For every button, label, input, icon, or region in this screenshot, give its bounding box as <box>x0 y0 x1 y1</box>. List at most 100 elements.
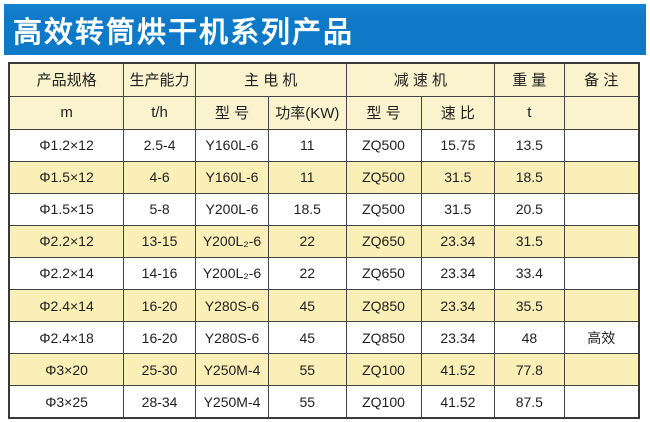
table-cell <box>563 224 640 258</box>
table-cell: ZQ500 <box>345 192 422 226</box>
table-cell: Φ1.5×15 <box>8 192 125 226</box>
table-cell: 35.5 <box>494 289 565 323</box>
table-cell: 4-6 <box>123 160 196 194</box>
table-cell <box>563 160 640 194</box>
table-cell: 41.52 <box>420 353 496 387</box>
table-cell: 22 <box>268 256 347 291</box>
table-row: Φ2.2×12 13-15 Y200L₂-6 22 ZQ650 23.34 31.5 <box>8 224 640 258</box>
table-cell: ZQ850 <box>345 289 422 323</box>
table-cell: Φ2.4×18 <box>8 321 125 355</box>
table-cell <box>563 385 640 419</box>
table-cell: 11 <box>268 128 347 162</box>
table-cell: 41.52 <box>420 385 496 419</box>
table-cell: 23.34 <box>420 256 496 291</box>
header-remarks: 备 注 <box>563 62 640 97</box>
table-cell: Y200L-6 <box>194 192 270 226</box>
table-cell <box>563 128 640 162</box>
table-cell <box>563 192 640 226</box>
title-banner: 高效转筒烘干机系列产品 <box>4 4 646 55</box>
page-title: 高效转筒烘干机系列产品 <box>13 16 355 49</box>
table-cell: 87.5 <box>494 385 565 419</box>
table-cell: 13.5 <box>494 128 565 162</box>
table-cell: ZQ650 <box>345 224 422 258</box>
table-cell: 77.8 <box>494 353 565 387</box>
header-product-spec: 产品规格 <box>8 62 125 97</box>
table-cell: 18.5 <box>268 192 347 226</box>
table-cell: 48 <box>494 321 565 355</box>
table-row: Φ1.5×12 4-6 Y160L-6 11 ZQ500 31.5 18.5 <box>8 160 640 194</box>
table-cell: 15.75 <box>420 128 496 162</box>
table-cell: Y200L₂-6 <box>194 256 270 291</box>
table-cell: 18.5 <box>494 160 565 194</box>
table-cell: Y160L-6 <box>194 160 270 194</box>
table-cell: Φ2.2×12 <box>8 224 125 258</box>
table-cell: Y250M-4 <box>194 353 270 387</box>
table-cell: 25-30 <box>123 353 196 387</box>
table-cell: 23.34 <box>420 224 496 258</box>
table-cell: 13-15 <box>123 224 196 258</box>
table-cell: Φ1.2×12 <box>8 128 125 162</box>
header-speed-ratio: 速 比 <box>420 95 496 130</box>
table-cell: 5-8 <box>123 192 196 226</box>
table-cell <box>563 289 640 323</box>
table-row: Φ3×25 28-34 Y250M-4 55 ZQ100 41.52 87.5 <box>8 385 640 419</box>
header-reducer-model: 型 号 <box>345 95 422 130</box>
table-cell: Φ3×25 <box>8 385 125 419</box>
table-cell: 23.34 <box>420 289 496 323</box>
table-cell: 16-20 <box>123 321 196 355</box>
header-motor-power: 功率(KW) <box>268 95 347 130</box>
table-header-row-1: 产品规格 生产能力 主 电 机 减 速 机 重 量 备 注 <box>8 62 640 97</box>
table-cell: 高效 <box>563 321 640 355</box>
table-cell: 2.5-4 <box>123 128 196 162</box>
header-unit-th: t/h <box>123 95 196 130</box>
table-cell: Y200L₂-6 <box>194 224 270 258</box>
table-row: Φ2.4×18 16-20 Y280S-6 45 ZQ850 23.34 48 高效 <box>8 321 640 355</box>
table-cell: 28-34 <box>123 385 196 419</box>
table-cell: ZQ500 <box>345 128 422 162</box>
table-row: Φ3×20 25-30 Y250M-4 55 ZQ100 41.52 77.8 <box>8 353 640 387</box>
table-cell: Φ1.5×12 <box>8 160 125 194</box>
product-spec-table-container: 产品规格 生产能力 主 电 机 减 速 机 重 量 备 注 m t/h 型 号 … <box>8 62 640 419</box>
table-cell: ZQ650 <box>345 256 422 291</box>
header-capacity: 生产能力 <box>123 62 196 97</box>
table-cell: 33.4 <box>494 256 565 291</box>
table-cell: 11 <box>268 160 347 194</box>
table-row: Φ1.2×12 2.5-4 Y160L-6 11 ZQ500 15.75 13.5 <box>8 128 640 162</box>
table-cell: 31.5 <box>494 224 565 258</box>
table-cell: 23.34 <box>420 321 496 355</box>
table-row: Φ2.4×14 16-20 Y280S-6 45 ZQ850 23.34 35.5 <box>8 289 640 323</box>
table-header: 产品规格 生产能力 主 电 机 减 速 机 重 量 备 注 m t/h 型 号 … <box>8 62 640 130</box>
table-row: Φ2.2×14 14-16 Y200L₂-6 22 ZQ650 23.34 33.4 <box>8 256 640 291</box>
header-main-motor: 主 电 机 <box>194 62 347 97</box>
table-cell: Y280S-6 <box>194 321 270 355</box>
table-cell: 45 <box>268 289 347 323</box>
header-motor-model: 型 号 <box>194 95 270 130</box>
table-body: Φ1.2×12 2.5-4 Y160L-6 11 ZQ500 15.75 13.5 Φ1.5×… <box>8 128 640 419</box>
table-cell: 55 <box>268 353 347 387</box>
table-cell <box>563 256 640 291</box>
table-cell: ZQ500 <box>345 160 422 194</box>
table-cell: Y250M-4 <box>194 385 270 419</box>
table-cell: Y280S-6 <box>194 289 270 323</box>
header-reducer: 减 速 机 <box>345 62 496 97</box>
table-cell: Φ2.2×14 <box>8 256 125 291</box>
table-cell: 45 <box>268 321 347 355</box>
table-cell: 22 <box>268 224 347 258</box>
table-cell: 55 <box>268 385 347 419</box>
header-unit-t: t <box>494 95 565 130</box>
table-cell <box>563 353 640 387</box>
table-cell: ZQ100 <box>345 353 422 387</box>
table-row: Φ1.5×15 5-8 Y200L-6 18.5 ZQ500 31.5 20.5 <box>8 192 640 226</box>
header-weight: 重 量 <box>494 62 565 97</box>
header-unit-m: m <box>8 95 125 130</box>
table-header-row-2: m t/h 型 号 功率(KW) 型 号 速 比 t <box>8 95 640 130</box>
table-cell: Φ2.4×14 <box>8 289 125 323</box>
table-cell: 31.5 <box>420 192 496 226</box>
table-cell: ZQ850 <box>345 321 422 355</box>
table-cell: 31.5 <box>420 160 496 194</box>
table-cell: Y160L-6 <box>194 128 270 162</box>
table-cell: ZQ100 <box>345 385 422 419</box>
table-cell: 16-20 <box>123 289 196 323</box>
header-remarks-empty <box>563 95 640 130</box>
